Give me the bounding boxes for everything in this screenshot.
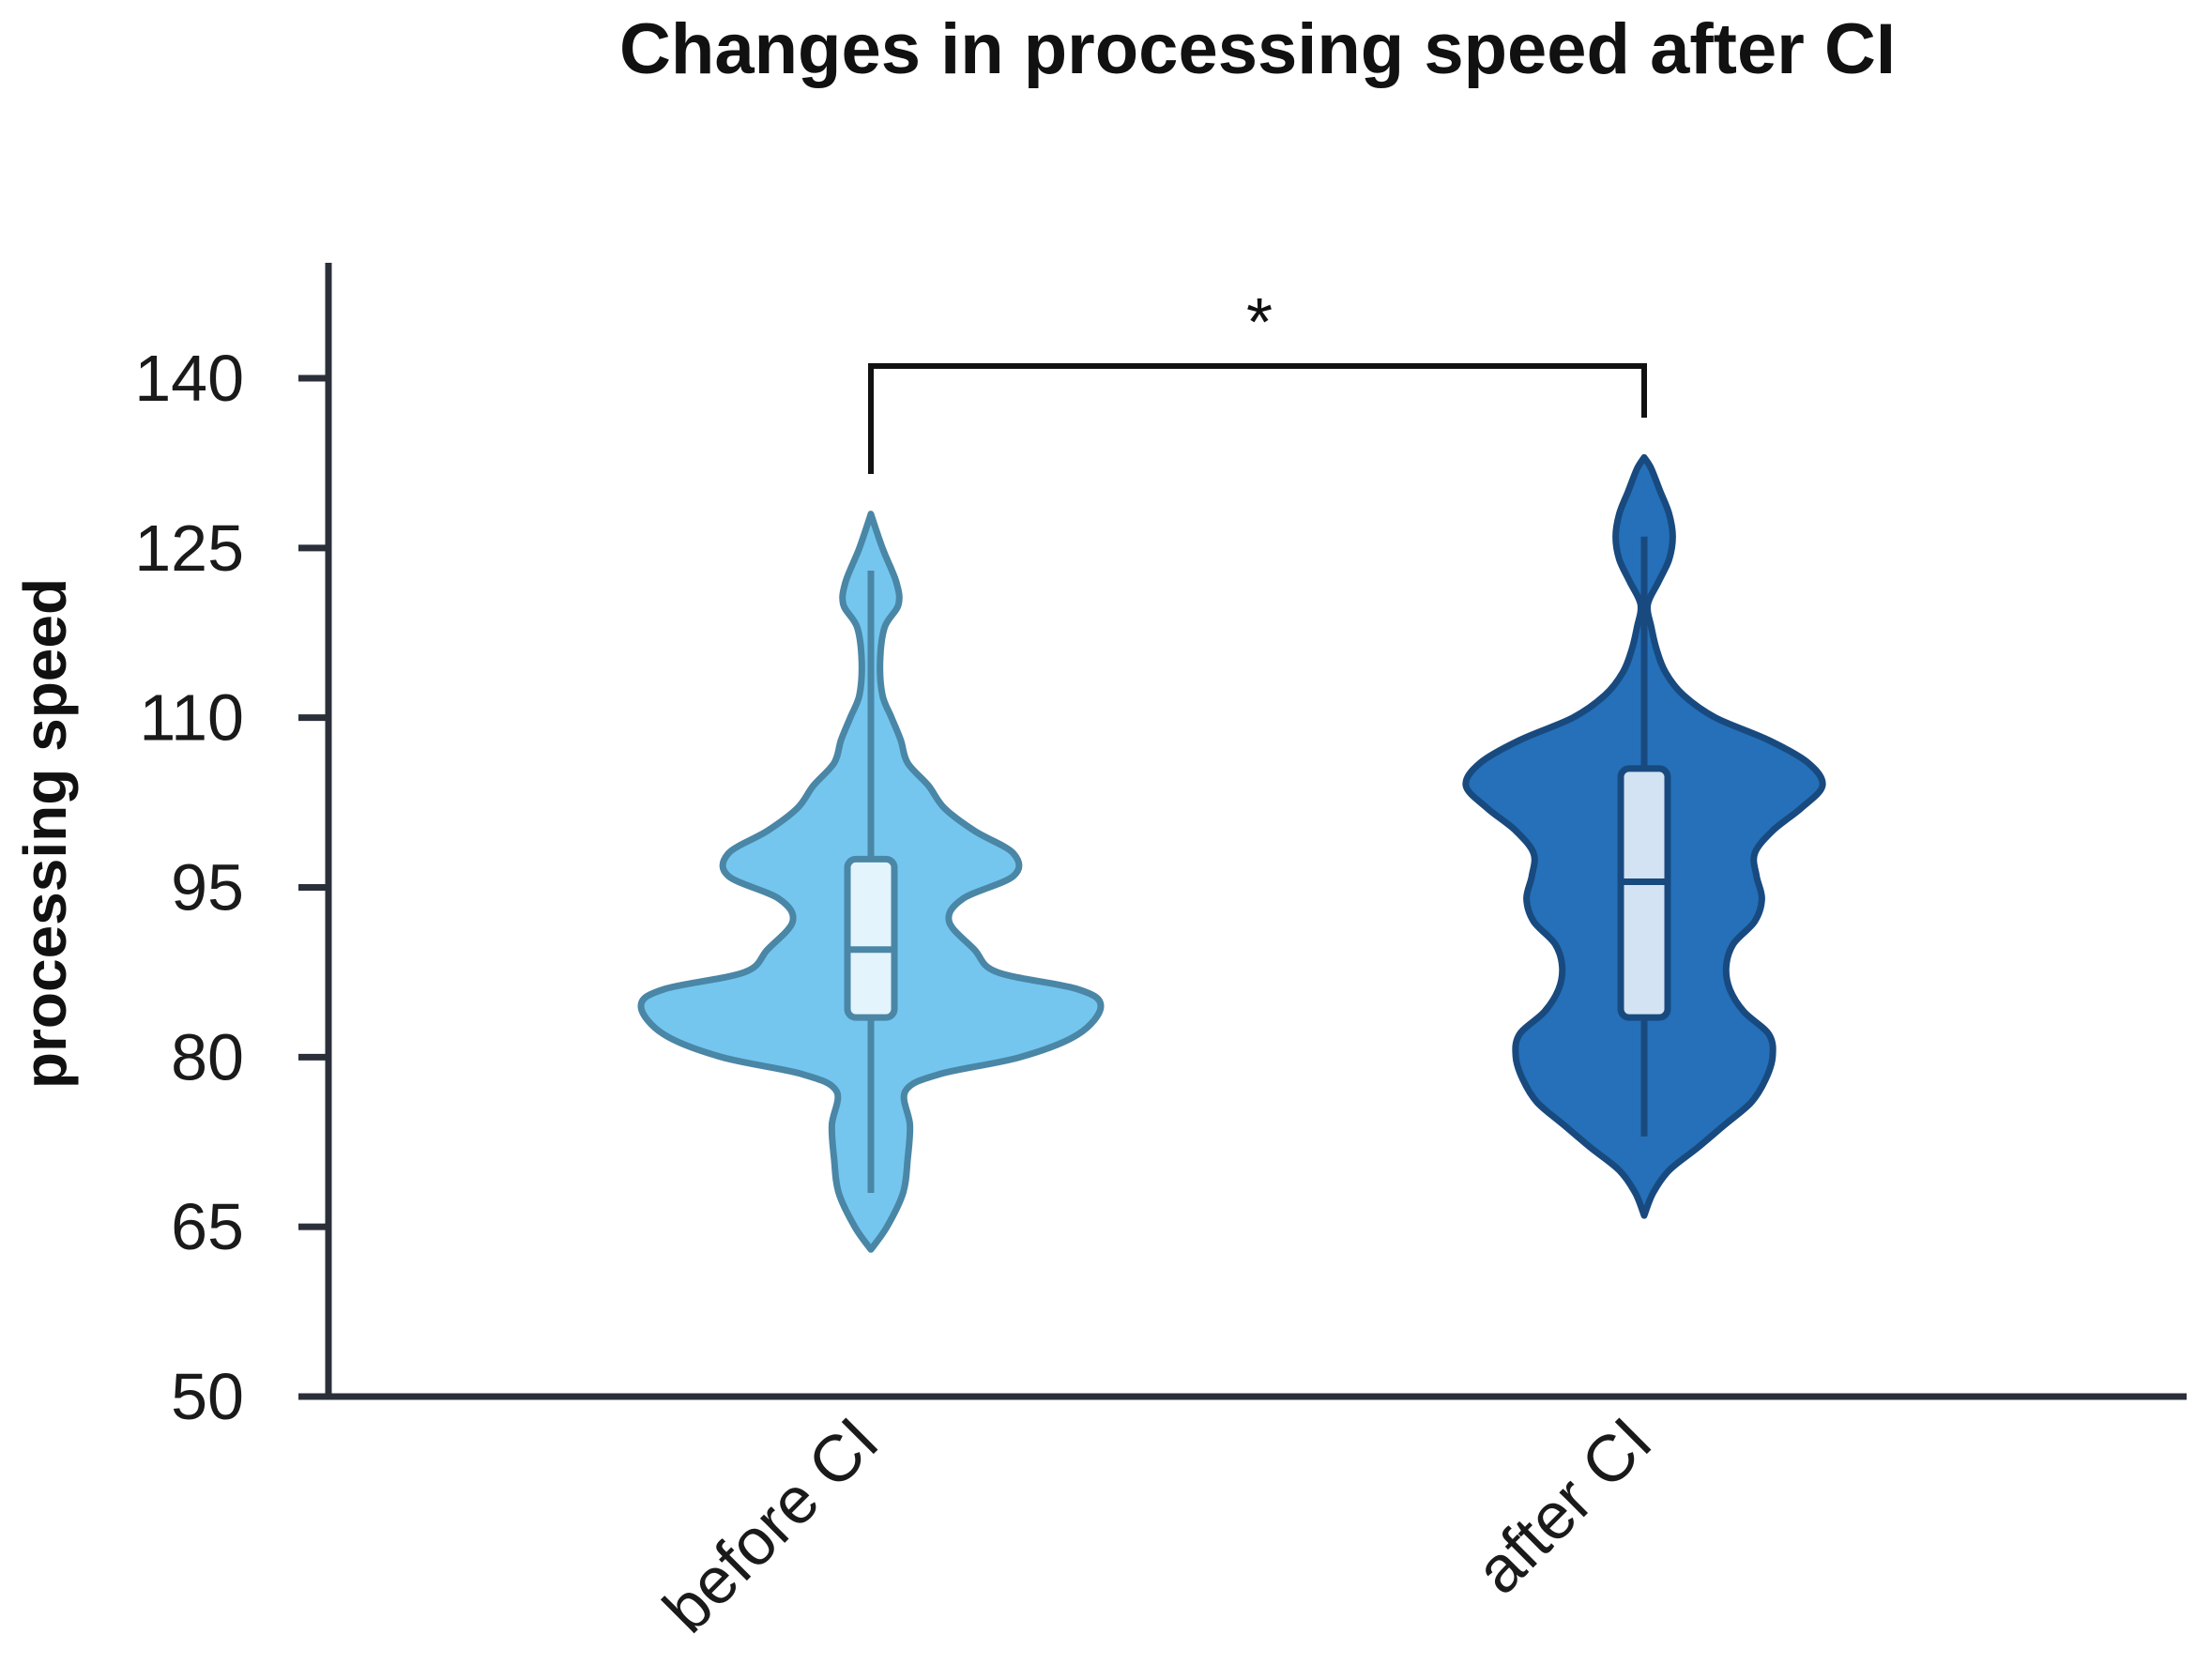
chart-title: Changes in processing speed after CI bbox=[619, 9, 1896, 89]
significance-bracket: * bbox=[868, 285, 1647, 474]
axes bbox=[298, 263, 2187, 1400]
x-axis-categories: before CI after CI bbox=[649, 1403, 1666, 1646]
y-tick-label: 110 bbox=[139, 681, 244, 755]
iqr-box bbox=[1617, 765, 1671, 1021]
x-category-label: after CI bbox=[1461, 1403, 1665, 1607]
bracket-line bbox=[868, 363, 1647, 474]
y-tick-label: 50 bbox=[171, 1360, 244, 1433]
y-axis-title: processing speed bbox=[11, 578, 79, 1089]
violins bbox=[637, 453, 1826, 1253]
y-tick-label: 65 bbox=[171, 1190, 244, 1263]
y-tick-label: 125 bbox=[134, 512, 244, 585]
x-category-label: before CI bbox=[649, 1403, 892, 1646]
significance-star: * bbox=[1246, 285, 1273, 360]
y-tick-label: 140 bbox=[134, 342, 244, 415]
iqr-box bbox=[844, 855, 898, 1021]
y-tick-label: 95 bbox=[171, 851, 244, 924]
y-axis-ticks: 50 65 80 95 110 125 140 bbox=[134, 342, 328, 1433]
y-tick-label: 80 bbox=[171, 1020, 244, 1093]
